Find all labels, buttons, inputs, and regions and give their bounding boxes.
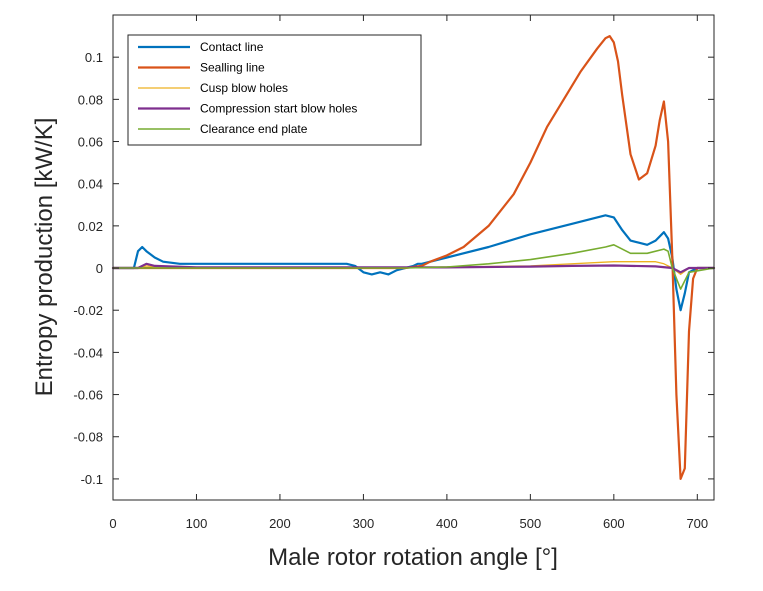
axes-layer: 0 100 200 300 400 500 600 700 -0.1 -0.08 -0.06 -0.0… <box>73 14 715 531</box>
x-tick-label: 500 <box>520 516 542 531</box>
legend-label: Contact line <box>200 40 264 54</box>
y-tick-label: -0.1 <box>81 472 103 487</box>
y-tick-label: -0.02 <box>73 303 103 318</box>
series-line-5 <box>112 244 715 290</box>
y-tick-label: 0.02 <box>78 219 103 234</box>
series-line-4 <box>111 262 716 274</box>
legend-label: Clearance end plate <box>200 122 308 136</box>
y-tick-label: -0.06 <box>73 388 103 403</box>
x-tick-label: 700 <box>686 516 708 531</box>
legend-label: Compression start blow holes <box>200 102 357 116</box>
x-tick-label: 600 <box>603 516 625 531</box>
x-tick-label: 400 <box>436 516 458 531</box>
legend: Contact line Sealling line Cusp blow holes… <box>127 34 422 146</box>
legend-box <box>127 34 422 146</box>
y-tick-label: 0.1 <box>85 50 103 65</box>
x-tick-label: 200 <box>269 516 291 531</box>
y-tick-label: -0.04 <box>73 345 103 360</box>
x-tick-label: 0 <box>109 516 116 531</box>
series-layer <box>111 34 716 480</box>
series-line-2 <box>111 34 716 480</box>
x-axis-title: Male rotor rotation angle [°] <box>268 544 558 571</box>
series-line-1 <box>111 214 716 312</box>
y-tick-label: 0.08 <box>78 92 103 107</box>
y-tick-label: -0.08 <box>73 430 103 445</box>
y-axis-title: Entropy production [kW/K] <box>31 118 58 397</box>
y-tick-label: 0 <box>96 261 103 276</box>
legend-label: Cusp blow holes <box>200 81 288 95</box>
y-tick-label: 0.04 <box>78 177 103 192</box>
y-tick-label: 0.06 <box>78 135 103 150</box>
x-tick-label: 100 <box>186 516 208 531</box>
x-tick-label: 300 <box>353 516 375 531</box>
axes-box <box>112 14 715 501</box>
legend-label: Sealling line <box>200 61 265 75</box>
